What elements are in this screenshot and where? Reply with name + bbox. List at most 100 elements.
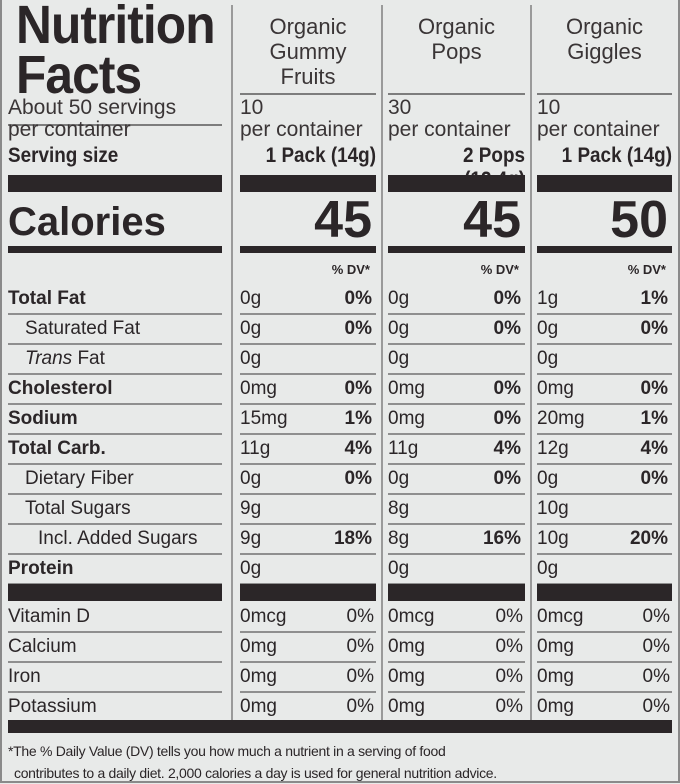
nutrient-row: 0g [537, 345, 672, 375]
nutrient-row: 0mg 0% [537, 375, 672, 405]
nutrient-row: 9g 18% [240, 525, 376, 555]
nutrient-amount: 1g [537, 288, 559, 309]
nutrient-dv: 0% [493, 408, 521, 429]
vitamin-dv: 0% [346, 606, 374, 627]
nutrient-amount: 0g [388, 348, 410, 369]
nutrient-amount: 8g [388, 498, 410, 519]
nutrient-label: Total Carb. [8, 438, 106, 459]
servings-per-container: 30 per container [388, 96, 511, 141]
vitamin-amount: 0mcg [537, 606, 584, 627]
nutrient-row: 9g [240, 495, 376, 525]
nutrient-row: Total Fat [8, 285, 222, 315]
nutrient-dv: 4% [493, 438, 521, 459]
nutrient-dv: 0% [493, 288, 521, 309]
vitamin-amount: 0mcg [388, 606, 435, 627]
vitamin-row: 0mg 0% [240, 633, 376, 663]
nutrient-dv: 1% [344, 408, 372, 429]
vitamin-dv: 0% [495, 666, 523, 687]
nutrient-amount: 0g [388, 318, 410, 339]
vitamin-dv: 0% [346, 666, 374, 687]
nutrient-dv: 1% [640, 288, 668, 309]
nutrient-dv: 0% [344, 318, 372, 339]
nutrient-row: 8g 16% [388, 525, 525, 555]
nutrient-dv [668, 555, 672, 583]
vitamin-dv: 0% [346, 636, 374, 657]
vitamin-amount: 0mg [240, 666, 277, 687]
nutrient-amount: 0g [537, 318, 559, 339]
nutrient-dv: 4% [640, 438, 668, 459]
vitamin-amount: 0mg [388, 696, 425, 717]
serving-size: 1 Pack (14g) [561, 144, 672, 167]
nutrient-row: 0g 0% [240, 285, 376, 315]
vitamin-amount: 0mcg [240, 606, 287, 627]
dv-header: % DV* [331, 262, 370, 277]
nutrient-label: Dietary Fiber [25, 468, 134, 489]
nutrient-row: Protein [8, 555, 222, 585]
vitamin-row: 0mcg 0% [388, 603, 525, 633]
nutrient-row: 11g 4% [388, 435, 525, 465]
calories-value: 45 [314, 191, 372, 249]
nutrient-row: Total Sugars [8, 495, 222, 525]
nutrient-row: 0mg 0% [388, 405, 525, 435]
nutrient-amount: 0g [240, 288, 262, 309]
nutrient-row: 15mg 1% [240, 405, 376, 435]
nutrient-amount: 0g [240, 348, 262, 369]
nutrient-amount: 0g [240, 468, 262, 489]
vitamin-label: Calcium [8, 636, 77, 657]
nutrient-dv [372, 345, 376, 373]
nutrient-dv [372, 495, 376, 523]
nutrient-dv: 0% [493, 378, 521, 399]
vitamin-dv: 0% [495, 636, 523, 657]
nutrient-dv [668, 345, 672, 373]
vitamin-row: Vitamin D [8, 603, 222, 633]
nutrient-row: 0g [240, 555, 376, 585]
nutrient-row: 11g 4% [240, 435, 376, 465]
nutrient-label: Sodium [8, 408, 78, 429]
product-name: Organic Giggles [565, 14, 644, 64]
vitamin-amount: 0mg [537, 636, 574, 657]
nutrient-amount: 0g [240, 558, 262, 579]
nutrient-row: Incl. Added Sugars [8, 525, 222, 555]
nutrient-dv [668, 495, 672, 523]
vitamin-dv: 0% [642, 636, 670, 657]
nutrient-row: 0g 0% [240, 315, 376, 345]
nutrient-dv: 16% [482, 528, 521, 549]
vitamin-dv: 0% [495, 606, 523, 627]
vitamin-row: 0mg 0% [388, 693, 525, 723]
nutrient-row: 0g 0% [388, 285, 525, 315]
column-divider [231, 5, 233, 722]
footnote: *The % Daily Value (DV) tells you how mu… [8, 743, 497, 781]
vitamin-amount: 0mg [537, 696, 574, 717]
nutrient-amount: 0g [537, 468, 559, 489]
nutrient-amount: 15mg [240, 408, 288, 429]
nutrient-dv: 0% [344, 378, 372, 399]
vitamin-dv: 0% [642, 696, 670, 717]
vitamin-row: Iron [8, 663, 222, 693]
nutrient-amount: 0mg [388, 378, 425, 399]
nutrient-row: 0mg 0% [240, 375, 376, 405]
nutrient-row: 0g 0% [240, 465, 376, 495]
nutrient-dv: 0% [493, 468, 521, 489]
nutrient-row: 8g [388, 495, 525, 525]
nutrient-amount: 20mg [537, 408, 585, 429]
nutrient-dv [372, 555, 376, 583]
nutrient-amount: 0mg [388, 408, 425, 429]
serving-size: 1 Pack (14g) [265, 144, 376, 167]
nutrient-label: Cholesterol [8, 378, 113, 399]
vitamin-amount: 0mg [537, 666, 574, 687]
vitamin-row: 0mg 0% [537, 663, 672, 693]
nutrient-amount: 0g [537, 348, 559, 369]
column-divider [530, 5, 532, 722]
vitamin-row: 0mg 0% [388, 633, 525, 663]
nutrient-row: 10g [537, 495, 672, 525]
calories-value: 45 [463, 191, 521, 249]
vitamin-amount: 0mg [388, 636, 425, 657]
nutrient-label: Protein [8, 558, 74, 579]
nutrient-dv: 0% [344, 468, 372, 489]
vitamin-dv: 0% [495, 696, 523, 717]
nutrient-amount: 11g [240, 438, 271, 459]
calories-label: Calories [8, 200, 166, 244]
nutrient-dv: 0% [344, 288, 372, 309]
vitamin-amount: 0mg [240, 696, 277, 717]
